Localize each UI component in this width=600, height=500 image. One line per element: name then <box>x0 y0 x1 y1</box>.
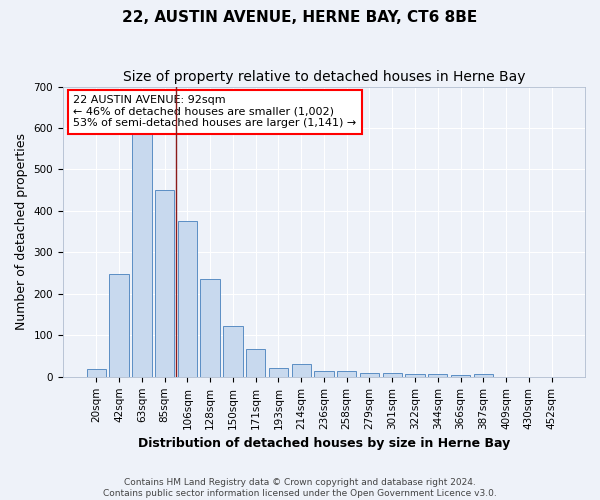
Bar <box>178 222 197 377</box>
Bar <box>337 372 356 377</box>
Bar <box>200 280 220 377</box>
Bar <box>132 120 152 377</box>
Bar <box>292 364 311 377</box>
Bar <box>223 326 242 377</box>
Bar <box>86 370 106 377</box>
Bar <box>246 348 265 377</box>
Bar <box>428 374 448 377</box>
Bar <box>451 374 470 377</box>
X-axis label: Distribution of detached houses by size in Herne Bay: Distribution of detached houses by size … <box>138 437 510 450</box>
Text: 22, AUSTIN AVENUE, HERNE BAY, CT6 8BE: 22, AUSTIN AVENUE, HERNE BAY, CT6 8BE <box>122 10 478 25</box>
Bar <box>473 374 493 377</box>
Title: Size of property relative to detached houses in Herne Bay: Size of property relative to detached ho… <box>123 70 525 84</box>
Text: 22 AUSTIN AVENUE: 92sqm
← 46% of detached houses are smaller (1,002)
53% of semi: 22 AUSTIN AVENUE: 92sqm ← 46% of detache… <box>73 96 356 128</box>
Y-axis label: Number of detached properties: Number of detached properties <box>15 133 28 330</box>
Bar <box>269 368 288 377</box>
Text: Contains HM Land Registry data © Crown copyright and database right 2024.
Contai: Contains HM Land Registry data © Crown c… <box>103 478 497 498</box>
Bar <box>383 373 402 377</box>
Bar <box>109 274 129 377</box>
Bar <box>406 374 425 377</box>
Bar <box>314 371 334 377</box>
Bar <box>155 190 174 377</box>
Bar <box>360 372 379 377</box>
